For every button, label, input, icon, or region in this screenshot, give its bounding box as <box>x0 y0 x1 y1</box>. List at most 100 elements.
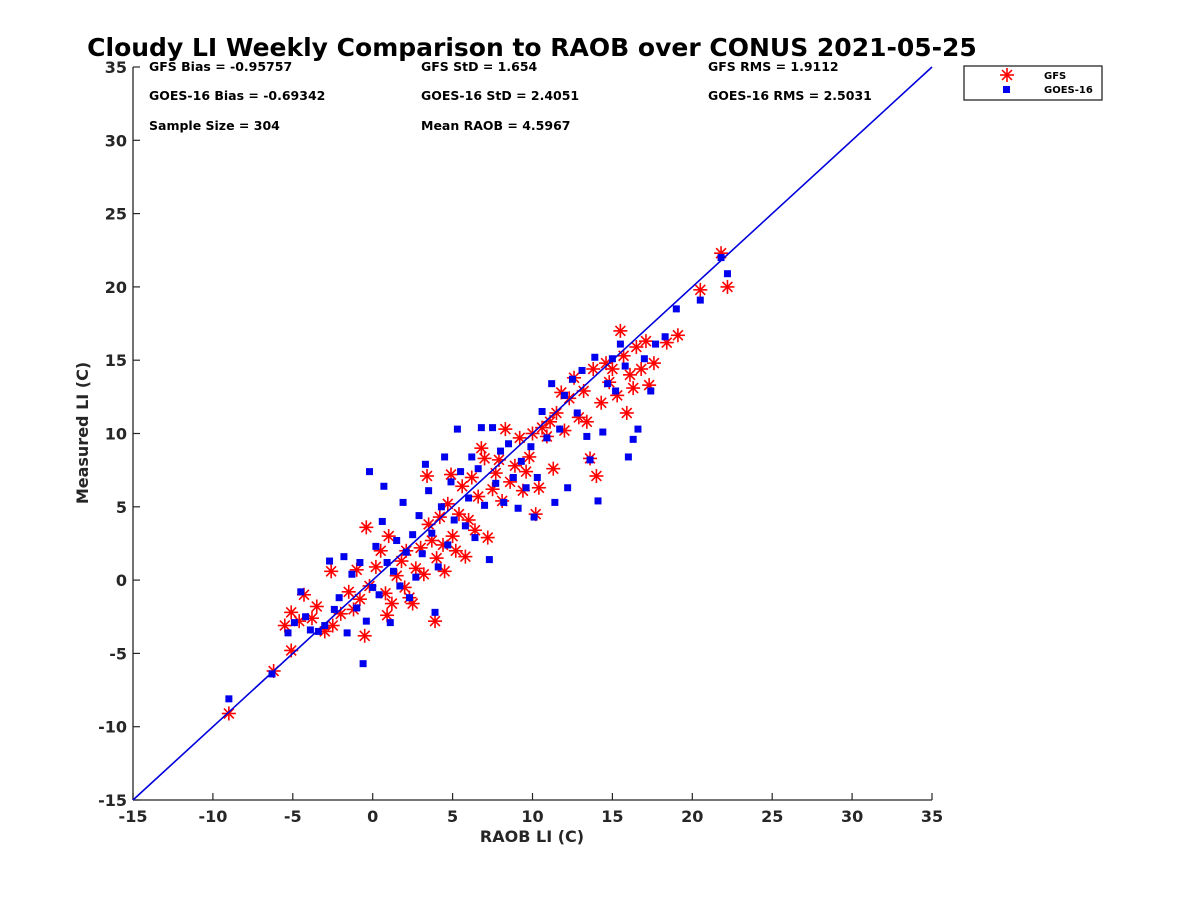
asterisk-stroke <box>335 608 347 620</box>
goes-16-point <box>634 425 642 433</box>
asterisk-stroke <box>445 469 457 481</box>
goes-16-point <box>447 478 455 486</box>
goes-16-point <box>393 537 401 545</box>
asterisk-stroke <box>482 532 494 544</box>
goes-16-point <box>629 435 637 443</box>
goes-16-point <box>369 583 377 591</box>
asterisk-stroke <box>578 385 590 397</box>
goes-16-point <box>302 613 310 621</box>
gfs-point <box>428 614 443 629</box>
x-tick-label: -5 <box>284 807 302 826</box>
goes-16-point <box>599 428 607 436</box>
goes-16-point <box>591 353 599 361</box>
asterisk-stroke <box>661 337 673 349</box>
goes-16-point <box>444 541 452 549</box>
goes-16-point <box>485 556 493 564</box>
gfs-point <box>357 628 372 643</box>
goes-16-point <box>297 588 305 596</box>
x-tick-label: 0 <box>367 807 378 826</box>
asterisk-stroke <box>450 545 462 557</box>
asterisk-stroke <box>523 451 535 463</box>
gfs-point <box>613 323 628 338</box>
gfs-point <box>458 549 473 564</box>
chart-title: Cloudy LI Weekly Comparison to RAOB over… <box>87 33 977 62</box>
asterisk-stroke <box>520 466 532 478</box>
y-tick-label: 25 <box>105 205 127 224</box>
legend-goes-marker <box>1003 86 1010 93</box>
asterisk-stroke <box>627 382 639 394</box>
asterisk-stroke <box>343 586 355 598</box>
stat-goes-rms: GOES-16 RMS = 2.5031 <box>708 88 872 103</box>
asterisk-stroke <box>587 363 599 375</box>
asterisk-stroke <box>439 565 451 577</box>
asterisk-stroke <box>643 379 655 391</box>
x-tick-label: 25 <box>761 807 783 826</box>
asterisk-stroke <box>381 609 393 621</box>
y-tick-label: 5 <box>116 498 127 517</box>
asterisk-stroke <box>624 369 636 381</box>
y-tick-label: 30 <box>105 131 127 150</box>
gfs-point <box>670 328 685 343</box>
goes-16-point <box>284 629 292 637</box>
x-tick-label: 10 <box>521 807 543 826</box>
asterisk-stroke <box>327 620 339 632</box>
goes-16-point <box>573 409 581 417</box>
legend-goes-label: GOES-16 <box>1044 85 1093 96</box>
goes-16-point <box>723 270 731 278</box>
goes-16-point <box>343 629 351 637</box>
x-tick-label: 30 <box>841 807 863 826</box>
gfs-point <box>380 608 395 623</box>
gfs-point <box>512 430 527 445</box>
gfs-point <box>522 449 537 464</box>
goes-16-point <box>335 594 343 602</box>
asterisk-stroke <box>630 341 642 353</box>
goes-16-point <box>578 366 586 374</box>
goes-16-point <box>586 456 594 464</box>
goes-16-point <box>402 548 410 556</box>
asterisk-stroke <box>459 551 471 563</box>
asterisk-stroke <box>399 581 411 593</box>
y-tick-label: 0 <box>116 571 127 590</box>
gfs-point <box>579 414 594 429</box>
gfs-point <box>424 533 439 548</box>
goes-16-point <box>434 563 442 571</box>
gfs-point <box>429 551 444 566</box>
gfs-point <box>720 279 735 294</box>
asterisk-stroke <box>563 392 575 404</box>
y-tick-label: 10 <box>105 425 127 444</box>
legend: GFS GOES-16 <box>963 65 1103 101</box>
gfs-point <box>519 464 534 479</box>
gfs-point <box>455 479 470 494</box>
goes-16-point <box>450 516 458 524</box>
stat-goes-bias: GOES-16 Bias = -0.69342 <box>149 88 325 103</box>
goes-16-point <box>375 591 383 599</box>
goes-16-point <box>359 660 367 668</box>
goes-16-point <box>594 497 602 505</box>
goes-16-point <box>604 380 612 388</box>
asterisk-stroke <box>285 644 297 656</box>
asterisk-stroke <box>395 555 407 567</box>
asterisk-stroke <box>359 630 371 642</box>
goes-16-point <box>568 375 576 383</box>
asterisk-stroke <box>606 363 618 375</box>
stat-gfs-rms: GFS RMS = 1.9112 <box>708 59 839 74</box>
goes-16-point <box>441 453 449 461</box>
asterisk-stroke <box>279 620 291 632</box>
goes-16-point <box>608 355 616 363</box>
asterisk-stroke <box>533 482 545 494</box>
y-tick-label: 15 <box>105 351 127 370</box>
asterisk-stroke <box>490 467 502 479</box>
goes-16-point <box>437 503 445 511</box>
goes-16-point <box>612 387 620 395</box>
goes-16-point <box>372 542 380 550</box>
asterisk-stroke <box>479 452 491 464</box>
x-tick-label: 20 <box>681 807 703 826</box>
asterisk-stroke <box>469 524 481 536</box>
goes-16-point <box>468 453 476 461</box>
asterisk-stroke <box>694 284 706 296</box>
asterisk-stroke <box>550 407 562 419</box>
gfs-point <box>589 469 604 484</box>
gfs-point <box>471 489 486 504</box>
goes-16-point <box>431 608 439 616</box>
